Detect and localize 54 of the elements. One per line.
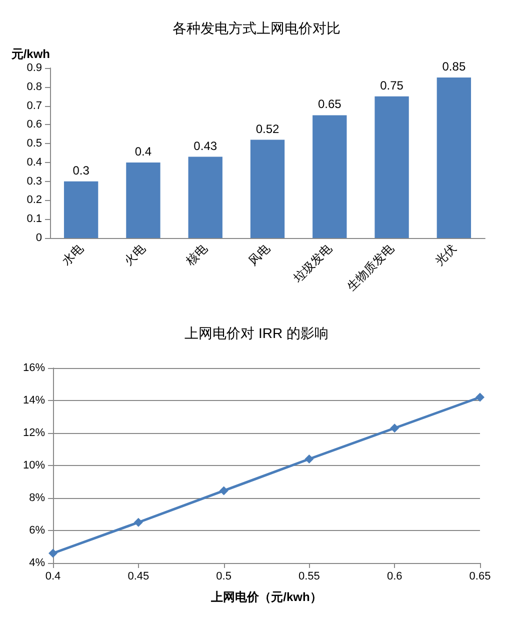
x-tick-label: 光伏 xyxy=(432,241,459,268)
y-tick-label: 0.6 xyxy=(26,118,42,131)
y-tick-label: 12% xyxy=(22,427,46,439)
data-label: 0.43 xyxy=(194,138,218,153)
x-tick-label: 核电 xyxy=(182,241,210,269)
y-tick-label: 10% xyxy=(22,460,46,472)
bar xyxy=(374,96,409,238)
y-tick-label: 8% xyxy=(29,492,46,504)
data-label: 0.65 xyxy=(318,97,342,112)
point xyxy=(48,548,58,558)
data-label: 0.3 xyxy=(72,163,90,178)
y-tick-label: 0.8 xyxy=(26,80,42,93)
point xyxy=(390,424,400,433)
bar xyxy=(188,156,222,238)
chart-title: 各种发电方式上网电价对比 xyxy=(172,20,340,36)
data-label: 0.52 xyxy=(256,122,280,136)
point xyxy=(219,486,228,496)
x-tick-label: 0.65 xyxy=(469,570,491,582)
y-tick-label: 0.7 xyxy=(26,100,42,112)
y-tick-label: 16% xyxy=(22,362,46,374)
y-tick-label: 6% xyxy=(29,524,46,536)
bar xyxy=(250,140,285,238)
x-tick-label: 火电 xyxy=(121,241,148,268)
x-tick-label: 生物质发电 xyxy=(344,241,397,294)
y-tick-label: 0 xyxy=(36,232,42,244)
y-tick-label: 4% xyxy=(29,557,46,569)
y-tick-label: 0.2 xyxy=(26,194,42,206)
x-tick-label: 0.4 xyxy=(45,570,61,582)
bar xyxy=(64,181,98,238)
bar xyxy=(126,162,160,238)
x-tick-label: 垃圾发电 xyxy=(290,241,335,286)
x-tick-label: 0.55 xyxy=(298,570,320,582)
y-tick-label: 0.3 xyxy=(26,175,42,188)
bar xyxy=(436,77,472,238)
x-tick-label: 水电 xyxy=(59,241,86,268)
point xyxy=(304,454,314,464)
data-label: 0.85 xyxy=(442,59,466,74)
y-tick-label: 0.1 xyxy=(26,213,42,226)
y-tick-label: 0.5 xyxy=(26,138,42,150)
bar xyxy=(312,115,347,238)
x-tick-label: 0.6 xyxy=(386,570,402,582)
point xyxy=(134,518,143,527)
x-tick-label: 0.5 xyxy=(216,570,232,582)
y-tick-label: 14% xyxy=(22,394,46,406)
point xyxy=(476,392,484,402)
data-label: 0.4 xyxy=(134,144,152,158)
chart-title: 上网电价对 IRR 的影响 xyxy=(184,325,328,341)
y-tick-label: 0.9 xyxy=(26,62,42,74)
x-tick-label: 0.45 xyxy=(128,570,150,582)
x-tick-label: 风电 xyxy=(246,241,272,268)
x-axis-title: 上网电价（元/kwh） xyxy=(210,590,322,604)
data-label: 0.75 xyxy=(380,78,404,92)
y-tick-label: 0.4 xyxy=(26,156,42,168)
y-axis-title: 元/kwh xyxy=(10,47,50,61)
